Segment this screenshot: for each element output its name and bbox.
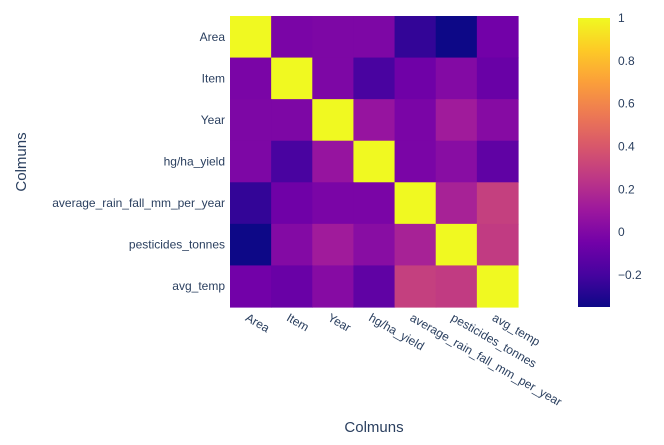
- heatmap-cell: [271, 140, 313, 183]
- x-axis-title: Colmuns: [344, 419, 403, 436]
- y-tick-label: hg/ha_yield: [164, 155, 225, 169]
- heatmap-cell: [435, 16, 478, 59]
- heatmap-cell: [230, 223, 272, 267]
- heatmap-cell: [353, 57, 396, 100]
- x-tick-label: Area: [243, 310, 272, 335]
- heatmap-cell: [476, 265, 519, 308]
- heatmap-cell: [312, 16, 355, 59]
- colorbar-tick-label: 0.4: [618, 139, 635, 153]
- heatmap-cell: [394, 16, 437, 59]
- heatmap-cell: [312, 265, 355, 308]
- heatmap-cell: [435, 182, 478, 225]
- heatmap-cell: [394, 223, 437, 267]
- y-tick-labels: Area Item Year hg/ha_yield average_rain_fall…: [52, 30, 225, 293]
- heatmap-cell: [271, 57, 313, 100]
- heatmap-cell: [230, 57, 272, 100]
- heatmap-cell: [312, 223, 355, 267]
- heatmap-cell: [230, 265, 272, 308]
- heatmap-cell: [435, 99, 478, 142]
- heatmap-cell: [435, 223, 478, 267]
- heatmap-cell: [271, 99, 313, 142]
- heatmap-cell: [230, 182, 272, 225]
- heatmap-cell: [435, 140, 478, 183]
- colorbar-tick-label: 1: [618, 11, 625, 25]
- heatmap-cell: [476, 16, 519, 59]
- heatmap-cell: [230, 16, 272, 59]
- y-axis-title: Colmuns: [13, 132, 30, 191]
- x-tick-label: Year: [325, 310, 353, 334]
- colorbar: [578, 18, 610, 307]
- heatmap-cell: [476, 223, 519, 267]
- heatmap-cell: [476, 140, 519, 183]
- y-tick-label: Item: [202, 71, 225, 85]
- heatmap-cell: [476, 57, 519, 100]
- heatmap-cell: [476, 182, 519, 225]
- heatmap-cell: [394, 57, 437, 100]
- colorbar-tick-label: 0.2: [618, 182, 635, 196]
- heatmap-cell: [353, 182, 396, 225]
- heatmap-cell: [435, 265, 478, 308]
- colorbar-tick-labels: 1 0.8 0.6 0.4 0.2 0 −0.2: [618, 11, 642, 282]
- heatmap-cell: [312, 57, 355, 100]
- heatmap-cell: [271, 223, 313, 267]
- colorbar-tick-label: 0.8: [618, 54, 635, 68]
- colorbar-tick-label: −0.2: [618, 268, 642, 282]
- heatmap-cell: [271, 16, 313, 59]
- x-tick-label: average_rain_fall_mm_per_year: [408, 310, 565, 409]
- heatmap-cell: [312, 99, 355, 142]
- heatmap-cell: [394, 265, 437, 308]
- heatmap-cell: [353, 99, 396, 142]
- heatmap-cell: [353, 140, 396, 183]
- heatmap-cell: [394, 182, 437, 225]
- heatmap-cell: [271, 182, 313, 225]
- y-tick-label: average_rain_fall_mm_per_year: [52, 196, 225, 210]
- x-tick-labels: Area Item Year hg/ha_yieldaverage_rain_fall…: [243, 310, 564, 409]
- heatmap-cell: [312, 182, 355, 225]
- heatmap-cell: [312, 140, 355, 183]
- x-tick-label: Item: [284, 310, 311, 334]
- heatmap-cell: [476, 99, 519, 142]
- colorbar-tick-label: 0: [618, 225, 625, 239]
- heatmap-cell: [394, 99, 437, 142]
- y-tick-label: Area: [200, 30, 226, 44]
- heatmap-cell: [353, 223, 396, 267]
- colorbar-tick-label: 0.6: [618, 97, 635, 111]
- heatmap-cell: [353, 16, 396, 59]
- y-tick-label: Year: [201, 113, 225, 127]
- heatmap-cell: [230, 140, 272, 183]
- y-tick-label: pesticides_tonnes: [129, 238, 225, 252]
- heatmap-cell: [230, 99, 272, 142]
- heatmap-cells: [230, 16, 519, 308]
- heatmap-cell: [353, 265, 396, 308]
- heatmap-cell: [271, 265, 313, 308]
- y-tick-label: avg_temp: [172, 279, 225, 293]
- heatmap-cell: [394, 140, 437, 183]
- heatmap-cell: [435, 57, 478, 100]
